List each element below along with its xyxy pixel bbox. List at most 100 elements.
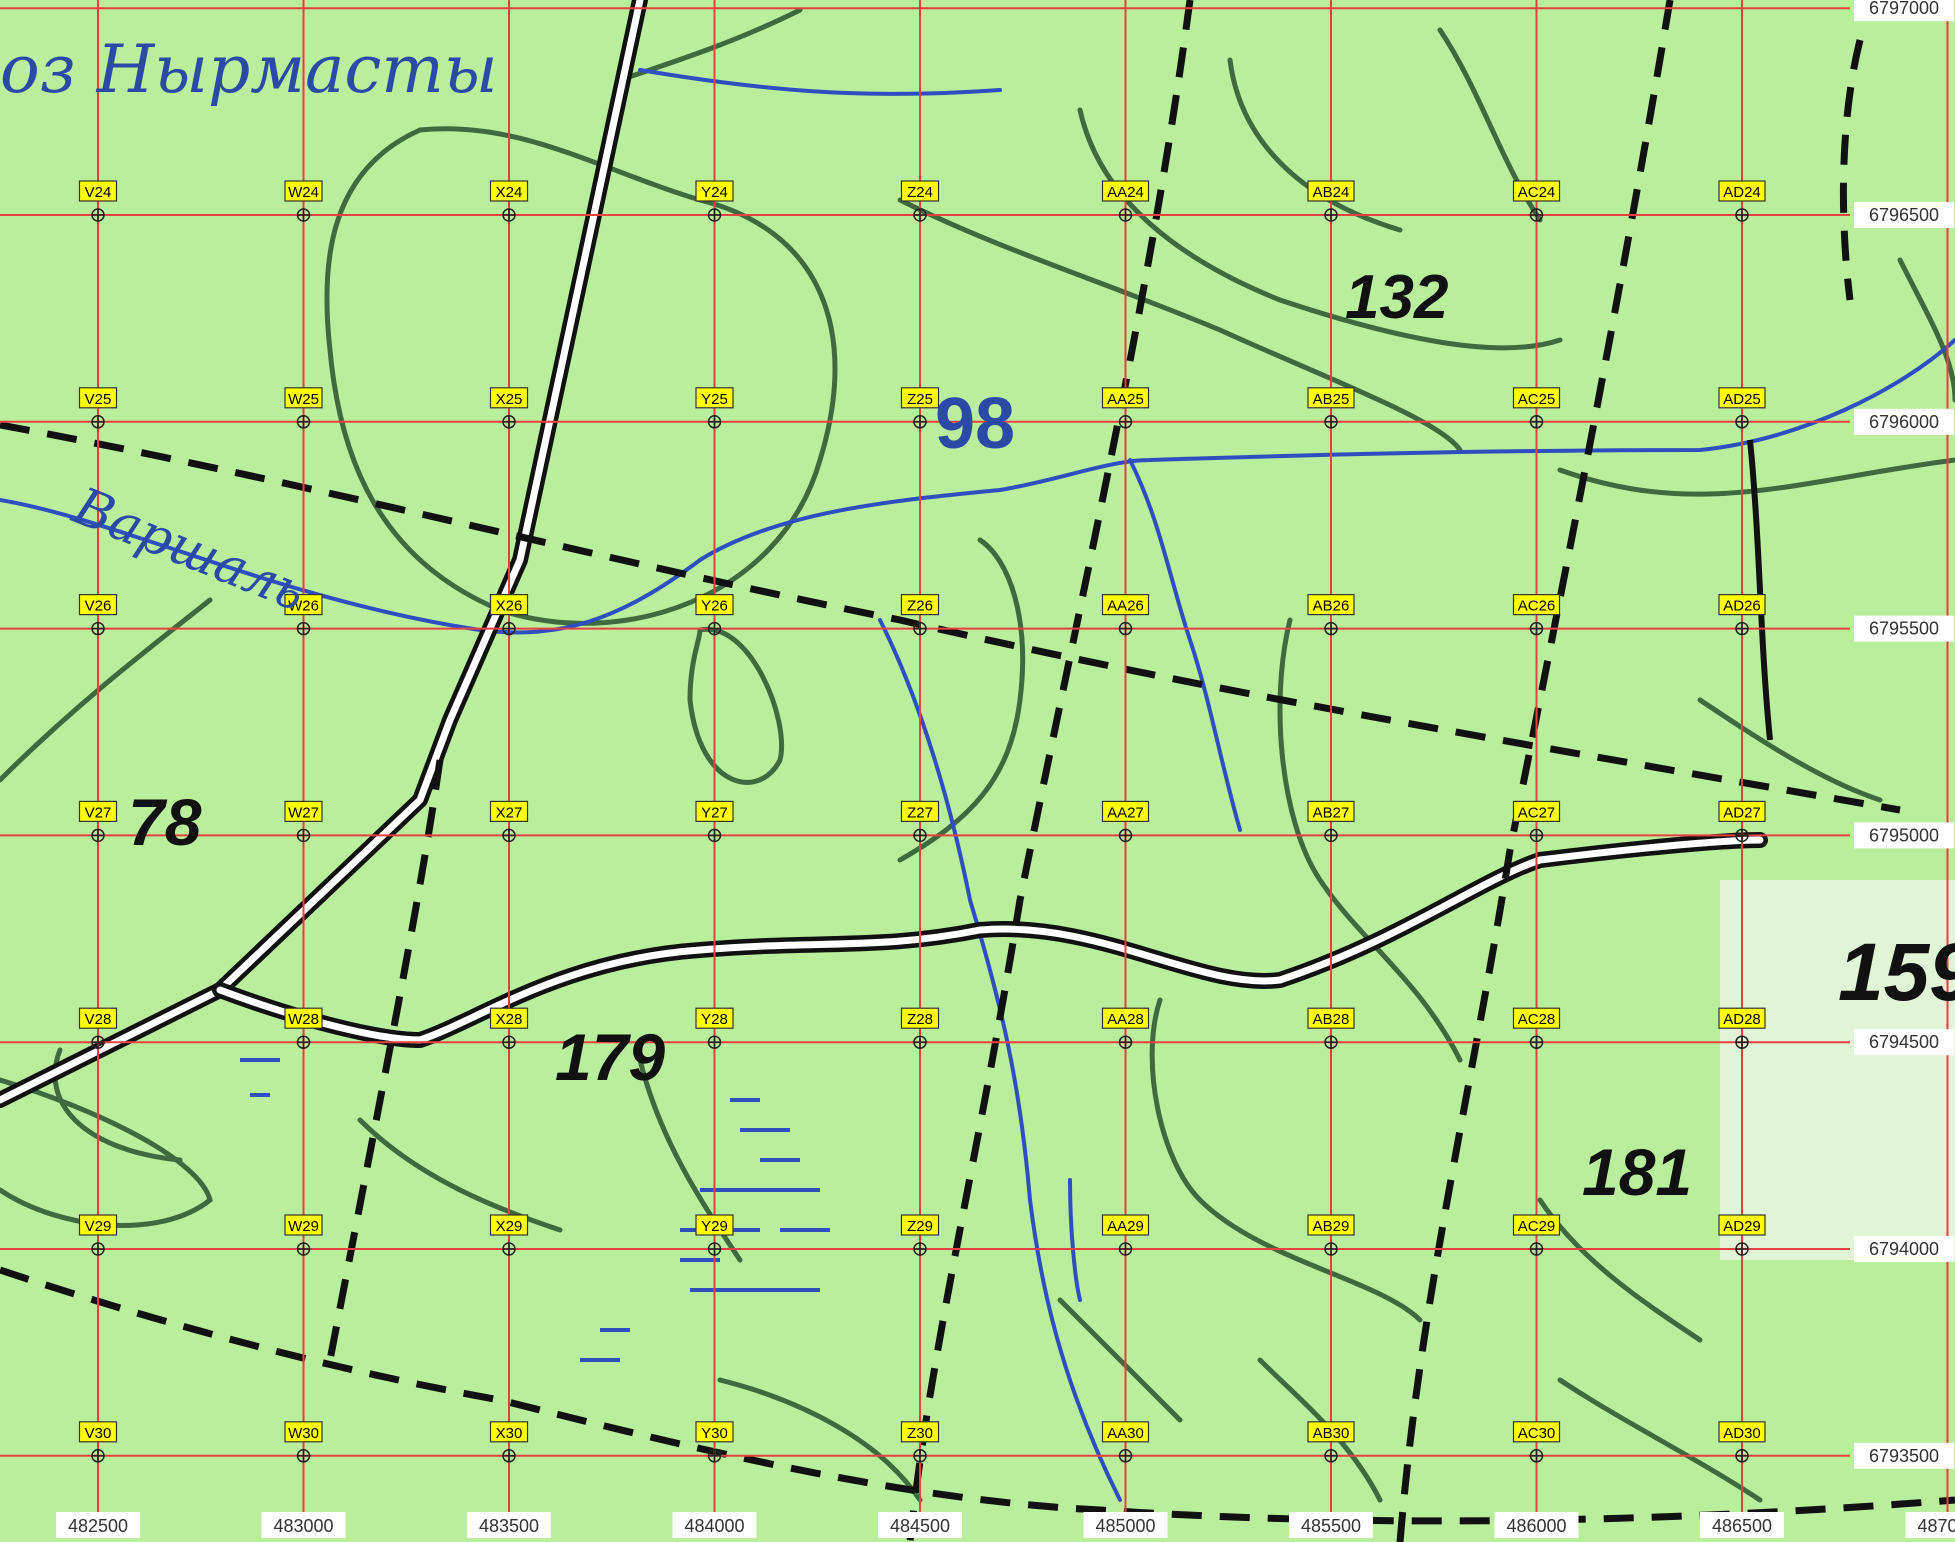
grid-cell-label-bg: [900, 180, 940, 202]
x-tick-label: 486000: [1506, 1516, 1566, 1536]
grid-cell-label-bg: [284, 593, 323, 616]
grid-cell-label: W29: [288, 1218, 319, 1235]
y-axis-ticks: 6797000 6796500 6796000 6795500 6795000 67945…: [1854, 0, 1954, 1469]
grid-cell-v24[interactable]: V24: [78, 180, 118, 222]
grid-cell-aa30[interactable]: AA30: [1101, 1421, 1150, 1463]
grid-cell-label-bg: [1307, 800, 1355, 823]
grid-cell-ac25[interactable]: AC25: [1512, 387, 1561, 429]
grid-cell-label-bg: [1307, 1214, 1355, 1236]
grid-cell-w27[interactable]: W27: [284, 800, 323, 843]
grid-cell-label: Z30: [907, 1425, 933, 1442]
grid-cell-z28[interactable]: Z28: [900, 1007, 940, 1049]
grid-cell-aa28[interactable]: AA28: [1101, 1007, 1150, 1049]
grid-cell-ad29[interactable]: AD29: [1718, 1214, 1766, 1256]
grid-cell-aa29[interactable]: AA29: [1101, 1214, 1150, 1256]
grid-cell-x30[interactable]: X30: [489, 1421, 529, 1463]
grid-cell-ac27[interactable]: AC27: [1512, 800, 1561, 843]
clearing-area: [1720, 880, 1955, 1260]
grid-cell-x26[interactable]: X26: [489, 593, 529, 636]
grid-cell-label-bg: [1512, 1214, 1561, 1236]
grid-cell-aa24[interactable]: AA24: [1101, 180, 1150, 222]
grid-cell-label: V24: [85, 184, 112, 201]
grid-cell-x25[interactable]: X25: [489, 387, 529, 429]
grid-cell-label-bg: [284, 387, 323, 409]
grid-cell-y27[interactable]: Y27: [695, 800, 734, 843]
grid-cell-ab25[interactable]: AB25: [1307, 387, 1355, 429]
grid-cell-label-bg: [695, 1007, 734, 1029]
grid-cell-label: V28: [85, 1011, 112, 1028]
grid-cell-label-bg: [1307, 180, 1355, 202]
grid-cell-label-bg: [284, 1007, 323, 1029]
grid-cell-z26[interactable]: Z26: [900, 593, 940, 636]
grid-cell-ac26[interactable]: AC26: [1512, 593, 1561, 636]
grid-cell-y25[interactable]: Y25: [695, 387, 734, 429]
grid-cell-v27[interactable]: V27: [78, 800, 118, 843]
grid-cell-ac24[interactable]: AC24: [1512, 180, 1561, 222]
grid-cell-label: Y27: [701, 804, 728, 821]
grid-cell-x27[interactable]: X27: [489, 800, 529, 843]
grid-cell-y24[interactable]: Y24: [695, 180, 734, 222]
grid-cell-label: AD30: [1723, 1425, 1761, 1442]
grid-cell-ac28[interactable]: AC28: [1512, 1007, 1561, 1049]
grid-cell-x28[interactable]: X28: [489, 1007, 529, 1049]
grid-cell-label-bg: [1718, 180, 1766, 202]
grid-cell-ab29[interactable]: AB29: [1307, 1214, 1355, 1256]
grid-cell-w26[interactable]: W26: [284, 593, 323, 636]
dashed-trails-solid: [1747, 439, 1773, 741]
grid-cell-label-bg: [1307, 387, 1355, 409]
grid-cell-label-bg: [900, 1214, 940, 1236]
grid-cell-z25[interactable]: Z25: [900, 387, 940, 429]
grid-cell-v28[interactable]: V28: [78, 1007, 118, 1049]
grid-cell-w24[interactable]: W24: [284, 180, 323, 222]
grid-cell-ab24[interactable]: AB24: [1307, 180, 1355, 222]
grid-cell-label: W26: [288, 598, 319, 615]
grid-cell-ab30[interactable]: AB30: [1307, 1421, 1355, 1463]
grid-cell-w30[interactable]: W30: [284, 1421, 323, 1463]
grid-cell-label: Z27: [907, 804, 933, 821]
grid-cell-y29[interactable]: Y29: [695, 1214, 734, 1256]
grid-cell-label-bg: [695, 1214, 734, 1236]
grid-cell-ac30[interactable]: AC30: [1512, 1421, 1561, 1463]
grid-cell-label: AC24: [1518, 184, 1556, 201]
grid-cell-ad24[interactable]: AD24: [1718, 180, 1766, 222]
x-tick-bg: [1494, 1512, 1579, 1538]
grid-cell-y30[interactable]: Y30: [695, 1421, 734, 1463]
grid-cell-z27[interactable]: Z27: [900, 800, 940, 843]
grid-cell-aa26[interactable]: AA26: [1101, 593, 1150, 636]
grid-cell-label: AD29: [1723, 1218, 1761, 1235]
grid-cell-label-bg: [900, 1007, 940, 1029]
grid-cell-ad30[interactable]: AD30: [1718, 1421, 1766, 1463]
grid-cell-ac29[interactable]: AC29: [1512, 1214, 1561, 1256]
grid-cell-z24[interactable]: Z24: [900, 180, 940, 222]
grid-cell-label: AD27: [1723, 804, 1761, 821]
grid-cell-ad26[interactable]: AD26: [1718, 593, 1766, 636]
grid-cell-w29[interactable]: W29: [284, 1214, 323, 1256]
y-tick-bg: [1854, 0, 1954, 22]
grid-cell-ad28[interactable]: AD28: [1718, 1007, 1766, 1049]
y-tick-label: 6795500: [1869, 619, 1939, 639]
grid-cell-y28[interactable]: Y28: [695, 1007, 734, 1049]
grid-cell-ab27[interactable]: AB27: [1307, 800, 1355, 843]
grid-cell-label-bg: [78, 1007, 118, 1029]
grid-cell-ab26[interactable]: AB26: [1307, 593, 1355, 636]
x-tick-bg: [467, 1512, 551, 1538]
grid-cell-aa27[interactable]: AA27: [1101, 800, 1150, 843]
grid-cell-x24[interactable]: X24: [489, 180, 529, 222]
grid-cell-v29[interactable]: V29: [78, 1214, 118, 1256]
grid-cell-aa25[interactable]: AA25: [1101, 387, 1150, 429]
grid-cell-v30[interactable]: V30: [78, 1421, 118, 1463]
grid-cell-label-bg: [1512, 387, 1561, 409]
grid-cell-v26[interactable]: V26: [78, 593, 118, 636]
grid-cell-w25[interactable]: W25: [284, 387, 323, 429]
grid-cell-x29[interactable]: X29: [489, 1214, 529, 1256]
grid-cell-z29[interactable]: Z29: [900, 1214, 940, 1256]
grid-cell-y26[interactable]: Y26: [695, 593, 734, 636]
grid-cell-w28[interactable]: W28: [284, 1007, 323, 1049]
grid-cell-ad25[interactable]: AD25: [1718, 387, 1766, 429]
grid-cell-v25[interactable]: V25: [78, 387, 118, 429]
x-tick-label: 483000: [273, 1516, 333, 1536]
grid-cell-ad27[interactable]: AD27: [1718, 800, 1766, 843]
grid-cell-ab28[interactable]: AB28: [1307, 1007, 1355, 1049]
grid-cell-z30[interactable]: Z30: [900, 1421, 940, 1463]
